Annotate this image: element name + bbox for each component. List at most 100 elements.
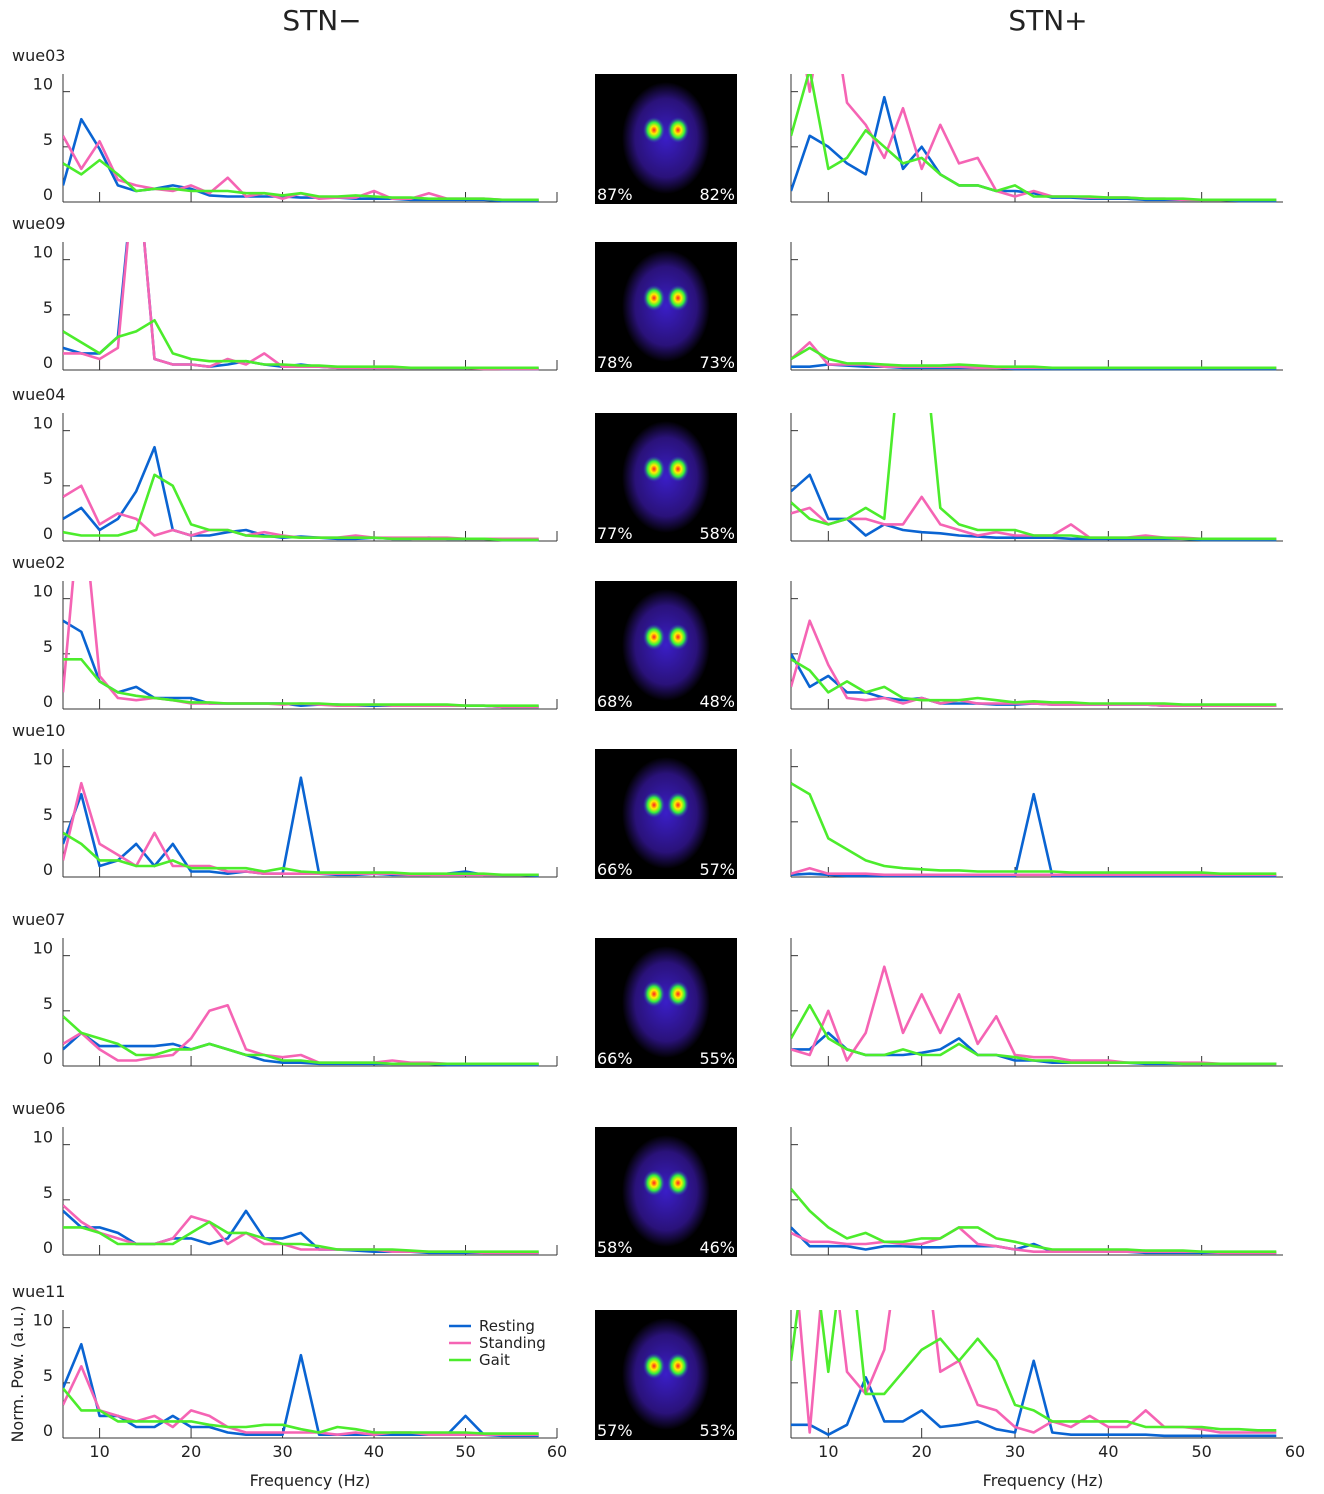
- series-line: [63, 475, 539, 540]
- series-line: [63, 621, 539, 707]
- series-line: [791, 70, 1276, 200]
- series-line: [791, 1227, 1276, 1252]
- y-tick-label: 10: [33, 750, 53, 769]
- series-line: [63, 160, 539, 200]
- column-title: STN+: [1008, 4, 1087, 37]
- y-tick-label: 10: [33, 243, 53, 262]
- y-tick-label: 10: [33, 939, 53, 958]
- row-label: wue09: [12, 214, 65, 233]
- row-label: wue04: [12, 385, 65, 404]
- y-tick-label: 0: [43, 524, 53, 543]
- series-line: [63, 1016, 539, 1064]
- scan-striatum: [643, 981, 665, 1007]
- y-tick-label: 0: [43, 860, 53, 879]
- row-label: wue11: [12, 1282, 65, 1301]
- x-axis-label: Frequency (Hz): [983, 1471, 1104, 1490]
- legend-label: Standing: [479, 1334, 546, 1352]
- scan-striatum: [643, 792, 665, 818]
- series-line: [63, 783, 539, 875]
- scan-brain: [622, 589, 710, 701]
- scan-striatum: [667, 285, 689, 311]
- y-tick-label: 5: [43, 637, 53, 656]
- scan-left-value: 78%: [597, 353, 633, 372]
- x-tick-label: 20: [181, 1442, 201, 1461]
- scan-brain: [622, 1318, 710, 1430]
- x-tick-label: 60: [547, 1442, 567, 1461]
- scan-left-value: 58%: [597, 1238, 633, 1257]
- row-label: wue02: [12, 553, 65, 572]
- y-tick-label: 5: [43, 298, 53, 317]
- scan-brain: [622, 757, 710, 869]
- y-tick-label: 0: [43, 185, 53, 204]
- scan-left-value: 66%: [597, 1049, 633, 1068]
- x-tick-label: 60: [1285, 1442, 1305, 1461]
- legend-label: Resting: [479, 1317, 535, 1335]
- y-tick-label: 5: [43, 1366, 53, 1385]
- x-tick-label: 40: [1098, 1442, 1118, 1461]
- series-line: [791, 1189, 1276, 1252]
- scan-striatum: [667, 1353, 689, 1379]
- y-tick-label: 10: [33, 1128, 53, 1147]
- y-tick-label: 0: [43, 1238, 53, 1257]
- x-tick-label: 30: [1005, 1442, 1025, 1461]
- y-tick-label: 0: [43, 353, 53, 372]
- scan-right-value: 58%: [699, 524, 735, 543]
- scan-left-value: 68%: [597, 692, 633, 711]
- scan-striatum: [667, 792, 689, 818]
- series-line: [791, 97, 1276, 201]
- row-label: wue07: [12, 910, 65, 929]
- scan-striatum: [667, 981, 689, 1007]
- series-line: [63, 1205, 539, 1253]
- x-tick-label: 10: [818, 1442, 838, 1461]
- y-tick-label: 0: [43, 692, 53, 711]
- series-line: [63, 1211, 539, 1253]
- figure: STN− STN+ 0510wue030510wue090510wue04051…: [0, 0, 1324, 1494]
- series-line: [791, 794, 1276, 876]
- legend-label: Gait: [479, 1351, 510, 1369]
- scan-striatum: [643, 624, 665, 650]
- series-line: [63, 833, 539, 875]
- scan-left-value: 77%: [597, 524, 633, 543]
- scan-striatum: [667, 624, 689, 650]
- scan-striatum: [643, 1353, 665, 1379]
- series-line: [791, 659, 1276, 704]
- series-line: [791, 320, 1276, 539]
- scan-brain: [622, 1135, 710, 1247]
- scan-striatum: [667, 117, 689, 143]
- series-line: [791, 967, 1276, 1064]
- y-tick-label: 5: [43, 469, 53, 488]
- y-tick-label: 5: [43, 805, 53, 824]
- y-tick-label: 10: [33, 75, 53, 94]
- scan-right-value: 53%: [699, 1421, 735, 1440]
- y-tick-label: 10: [33, 1311, 53, 1330]
- scan-striatum: [667, 456, 689, 482]
- x-tick-label: 50: [455, 1442, 475, 1461]
- x-tick-label: 50: [1191, 1442, 1211, 1461]
- scan-left-value: 66%: [597, 860, 633, 879]
- scan-striatum: [643, 117, 665, 143]
- series-line: [63, 149, 539, 369]
- series-line: [63, 447, 539, 540]
- series-line: [791, 654, 1276, 706]
- scan-left-value: 87%: [597, 185, 633, 204]
- scan-right-value: 55%: [699, 1049, 735, 1068]
- y-tick-label: 10: [33, 582, 53, 601]
- series-line: [791, 475, 1276, 540]
- series-line: [63, 320, 539, 368]
- scan-right-value: 57%: [699, 860, 735, 879]
- y-tick-label: 10: [33, 414, 53, 433]
- series-line: [63, 149, 539, 369]
- scan-brain: [622, 82, 710, 194]
- x-tick-label: 20: [911, 1442, 931, 1461]
- y-axis-label: Norm. Pow. (a.u.): [8, 1305, 27, 1442]
- x-tick-label: 40: [364, 1442, 384, 1461]
- row-label: wue06: [12, 1099, 65, 1118]
- scan-brain: [622, 250, 710, 362]
- scan-right-value: 82%: [699, 185, 735, 204]
- scan-striatum: [643, 285, 665, 311]
- row-label: wue10: [12, 721, 65, 740]
- scan-striatum: [667, 1170, 689, 1196]
- series-line: [63, 488, 539, 707]
- scan-striatum: [643, 1170, 665, 1196]
- scan-striatum: [643, 456, 665, 482]
